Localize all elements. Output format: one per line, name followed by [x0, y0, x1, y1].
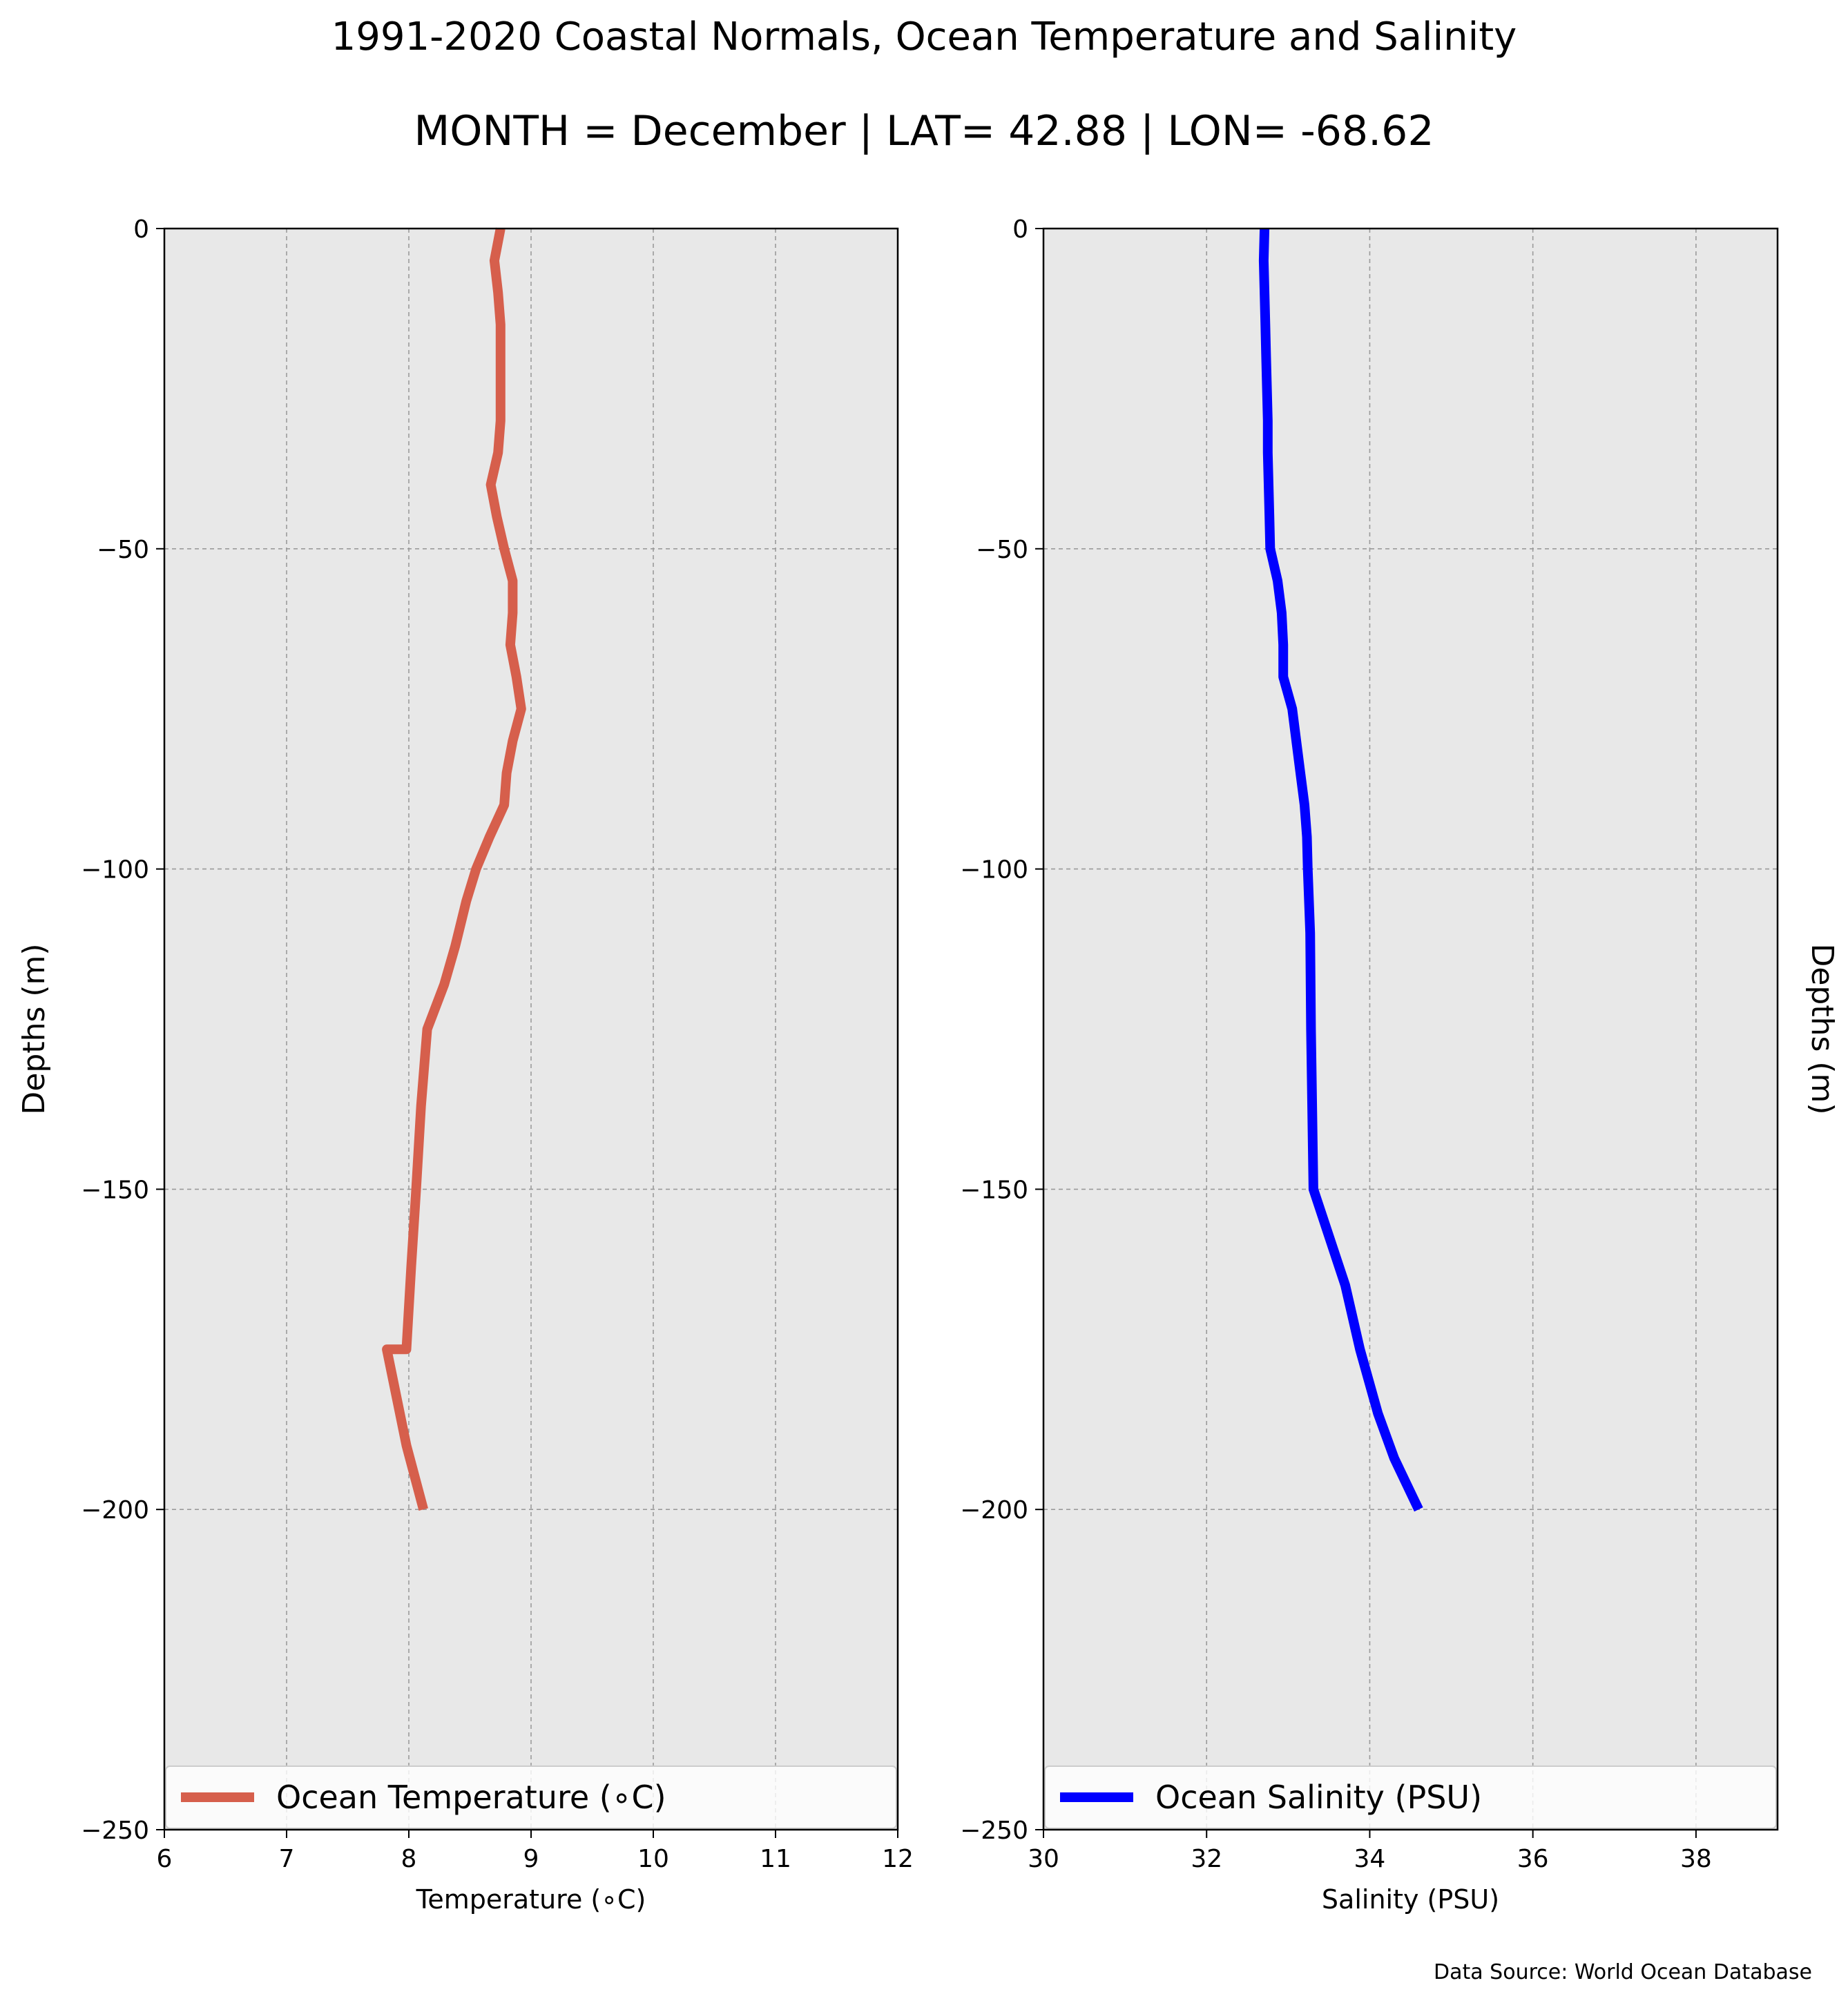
temperature-panel-ytick-label-0: 0 — [133, 215, 149, 244]
salinity-panel-axes-frame — [1042, 227, 1779, 1831]
salinity-panel: Ocean Salinity (PSU) 30 32 34 36 38 0 −50 −100 −1… — [960, 215, 1840, 1915]
salinity-panel-series-line-0 — [1258, 228, 1423, 1512]
salinity-panel-ytick-label-2: −100 — [960, 856, 1028, 884]
temperature-panel-legend: Ocean Temperature (∘C) — [165, 1765, 897, 1829]
temperature-panel-series-line-0 — [382, 227, 526, 1511]
temperature-panel-xtick-label-5: 11 — [760, 1845, 791, 1873]
salinity-panel-ytick-label-0: 0 — [1012, 215, 1028, 244]
salinity-panel-ytick-label-3: −150 — [960, 1176, 1028, 1204]
temperature-panel-ytick-label-5: −250 — [81, 1817, 149, 1845]
temperature-panel-xtick-label-2: 8 — [401, 1845, 417, 1873]
salinity-panel-xtick-label-3: 36 — [1517, 1845, 1549, 1873]
salinity-panel-legend-frame — [1044, 1765, 1777, 1829]
salinity-panel-xtick-label-0: 30 — [1028, 1845, 1059, 1873]
figure-subtitle: MONTH = December | LAT= 42.88 | LON= -68… — [414, 107, 1434, 155]
salinity-panel-ytick-label-4: −200 — [960, 1496, 1028, 1525]
temperature-panel-ylabel: Depths (m) — [17, 943, 52, 1114]
temperature-panel-ytick-label-3: −150 — [81, 1176, 149, 1204]
temperature-panel-ytick-label-1: −50 — [97, 536, 149, 564]
salinity-panel-legend: Ocean Salinity (PSU) — [1044, 1765, 1777, 1829]
temperature-panel-xtick-label-0: 6 — [157, 1845, 173, 1873]
salinity-panel-ylabel: Depths (m) — [1804, 943, 1840, 1114]
salinity-panel-plot-area — [1043, 229, 1778, 1830]
salinity-panel-xtick-label-4: 38 — [1680, 1845, 1712, 1873]
salinity-panel-ytick-label-1: −50 — [976, 536, 1028, 564]
figure-title: 1991-2020 Coastal Normals, Ocean Tempera… — [331, 14, 1517, 59]
temperature-panel-legend-label: Ocean Temperature (∘C) — [276, 1779, 666, 1816]
temperature-panel-xtick-label-3: 9 — [523, 1845, 539, 1873]
temperature-panel-xtick-label-6: 12 — [882, 1845, 914, 1873]
salinity-panel-xlabel: Salinity (PSU) — [1322, 1884, 1499, 1915]
temperature-panel-xlabel: Temperature (∘C) — [416, 1884, 646, 1915]
temperature-panel-ytick-label-4: −200 — [81, 1496, 149, 1525]
salinity-panel-legend-label: Ocean Salinity (PSU) — [1155, 1779, 1482, 1816]
salinity-panel-xtick-label-2: 34 — [1354, 1845, 1386, 1873]
temperature-panel-xtick-label-1: 7 — [279, 1845, 295, 1873]
data-source: Data Source: World Ocean Database — [1434, 1960, 1812, 1984]
salinity-panel-ytick-label-5: −250 — [960, 1817, 1028, 1845]
temperature-panel: Ocean Temperature (∘C) 6 7 8 9 10 11 12 0 −50 −100… — [17, 215, 914, 1915]
temperature-panel-ytick-label-2: −100 — [81, 856, 149, 884]
temperature-panel-xtick-label-4: 10 — [637, 1845, 669, 1873]
salinity-panel-xtick-label-1: 32 — [1191, 1845, 1222, 1873]
temperature-panel-legend-frame — [165, 1765, 897, 1829]
